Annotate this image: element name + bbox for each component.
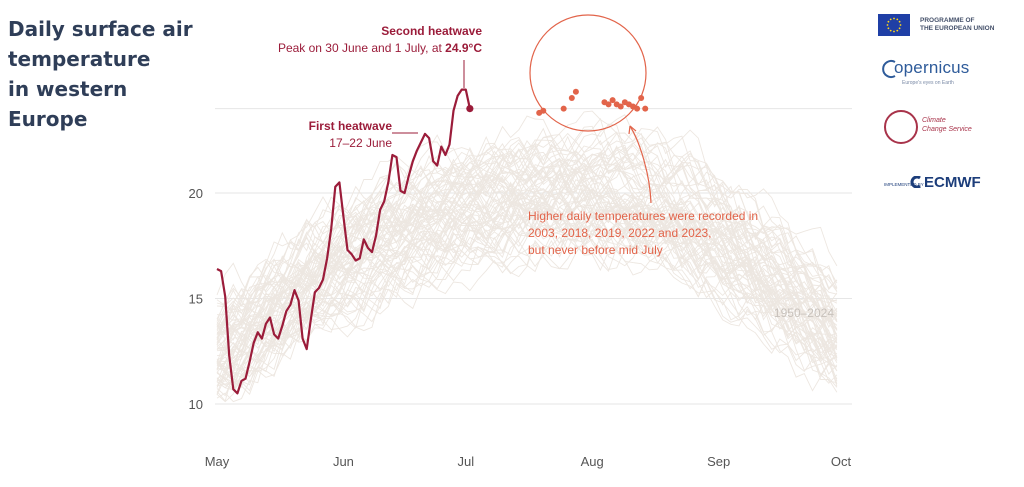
ecmwf-mark-icon	[910, 176, 921, 188]
historical-year-line	[216, 201, 838, 382]
y-tick-label: 15	[189, 292, 203, 307]
x-tick-label: May	[205, 454, 230, 469]
record-point	[568, 95, 575, 102]
record-point	[605, 101, 612, 108]
x-tick-label: Oct	[831, 454, 852, 469]
record-point	[609, 97, 616, 104]
c3s-logo-text: Climate Change Service	[922, 116, 1002, 134]
x-tick-label: Jun	[333, 454, 354, 469]
record-point	[572, 88, 579, 95]
historical-year-line	[216, 205, 838, 370]
y-tick-label: 20	[189, 186, 203, 201]
historical-year-line	[216, 155, 838, 351]
historical-year-line	[216, 152, 838, 340]
eu-programme-text: PROGRAMME OF THE EUROPEAN UNION	[920, 17, 1015, 33]
records-arrow-head	[628, 125, 637, 135]
historical-year-line	[216, 130, 838, 311]
eu-flag-icon	[878, 14, 910, 36]
y-axis: 10 15 20	[189, 186, 203, 412]
eu-text-line: PROGRAMME OF	[920, 17, 975, 24]
y-tick-label: 10	[189, 397, 203, 412]
historical-year-line	[216, 182, 838, 364]
title-line: Daily surface air	[8, 17, 193, 41]
historical-year-line	[216, 174, 838, 346]
title-line: in western Europe	[8, 77, 128, 131]
ecmwf-logo-text: ECMWF	[924, 174, 981, 191]
historical-year-line	[216, 165, 838, 370]
x-tick-label: Jul	[457, 454, 474, 469]
title-line: temperature	[8, 47, 151, 71]
historical-year-line	[216, 211, 838, 391]
x-axis: May Jun Jul Aug Sep Oct	[205, 454, 852, 469]
records-highlight-circle	[529, 14, 647, 132]
chart-title: Daily surface air temperature in western…	[8, 14, 208, 134]
records-text-line: 2003, 2018, 2019, 2022 and 2023,	[528, 226, 712, 240]
x-tick-label: Aug	[581, 454, 604, 469]
historical-year-line	[216, 170, 838, 384]
series-line-2025	[216, 88, 471, 395]
c3s-thermometer-icon	[884, 110, 918, 144]
historical-lines	[216, 110, 838, 403]
second-heatwave-text: Peak on 30 June and 1 July, at 24.9°C	[278, 41, 482, 55]
x-tick-label: Sep	[707, 454, 730, 469]
records-text-line: but never before mid July	[528, 243, 663, 257]
record-points	[536, 88, 649, 116]
historical-year-line	[216, 205, 838, 382]
record-point	[560, 105, 567, 112]
historical-year-line	[216, 204, 838, 392]
first-heatwave-text: 17–22 June	[329, 136, 392, 150]
historical-year-line	[216, 136, 838, 320]
record-point	[617, 103, 624, 110]
records-arrow	[629, 125, 652, 204]
second-heatwave-title: Second heatwave	[381, 24, 482, 38]
records-text-line: Higher daily temperatures were recorded …	[528, 209, 758, 223]
historical-year-line	[216, 153, 838, 353]
historical-year-line	[216, 190, 838, 371]
record-point	[642, 105, 649, 112]
series-2025	[216, 88, 474, 395]
historical-year-line	[216, 202, 837, 387]
first-heatwave-title: First heatwave	[309, 119, 393, 133]
historical-year-line	[216, 165, 838, 343]
c3s-text-line: Change Service	[922, 126, 972, 133]
c3s-text-line: Climate	[922, 117, 946, 124]
historical-year-line	[216, 181, 838, 397]
copernicus-c-icon	[882, 60, 896, 78]
copernicus-tagline: Europe's eyes on Earth	[902, 80, 954, 86]
background-years-label: 1950–2024	[774, 306, 834, 320]
historical-year-line	[216, 115, 838, 332]
historical-year-line	[216, 154, 838, 322]
second-heatwave-peak: 24.9°C	[445, 41, 482, 55]
historical-year-line	[216, 123, 838, 335]
historical-year-line	[216, 151, 838, 363]
ecmwf-implemented-by: IMPLEMENTED BY	[884, 182, 924, 187]
second-heatwave-date: Peak on 30 June and 1 July, at	[278, 41, 445, 55]
historical-year-line	[216, 191, 838, 393]
historical-year-line	[216, 135, 838, 328]
eu-text-line: THE EUROPEAN UNION	[920, 25, 995, 32]
series-end-point	[466, 105, 474, 113]
copernicus-logo-text: opernicus	[894, 58, 970, 77]
